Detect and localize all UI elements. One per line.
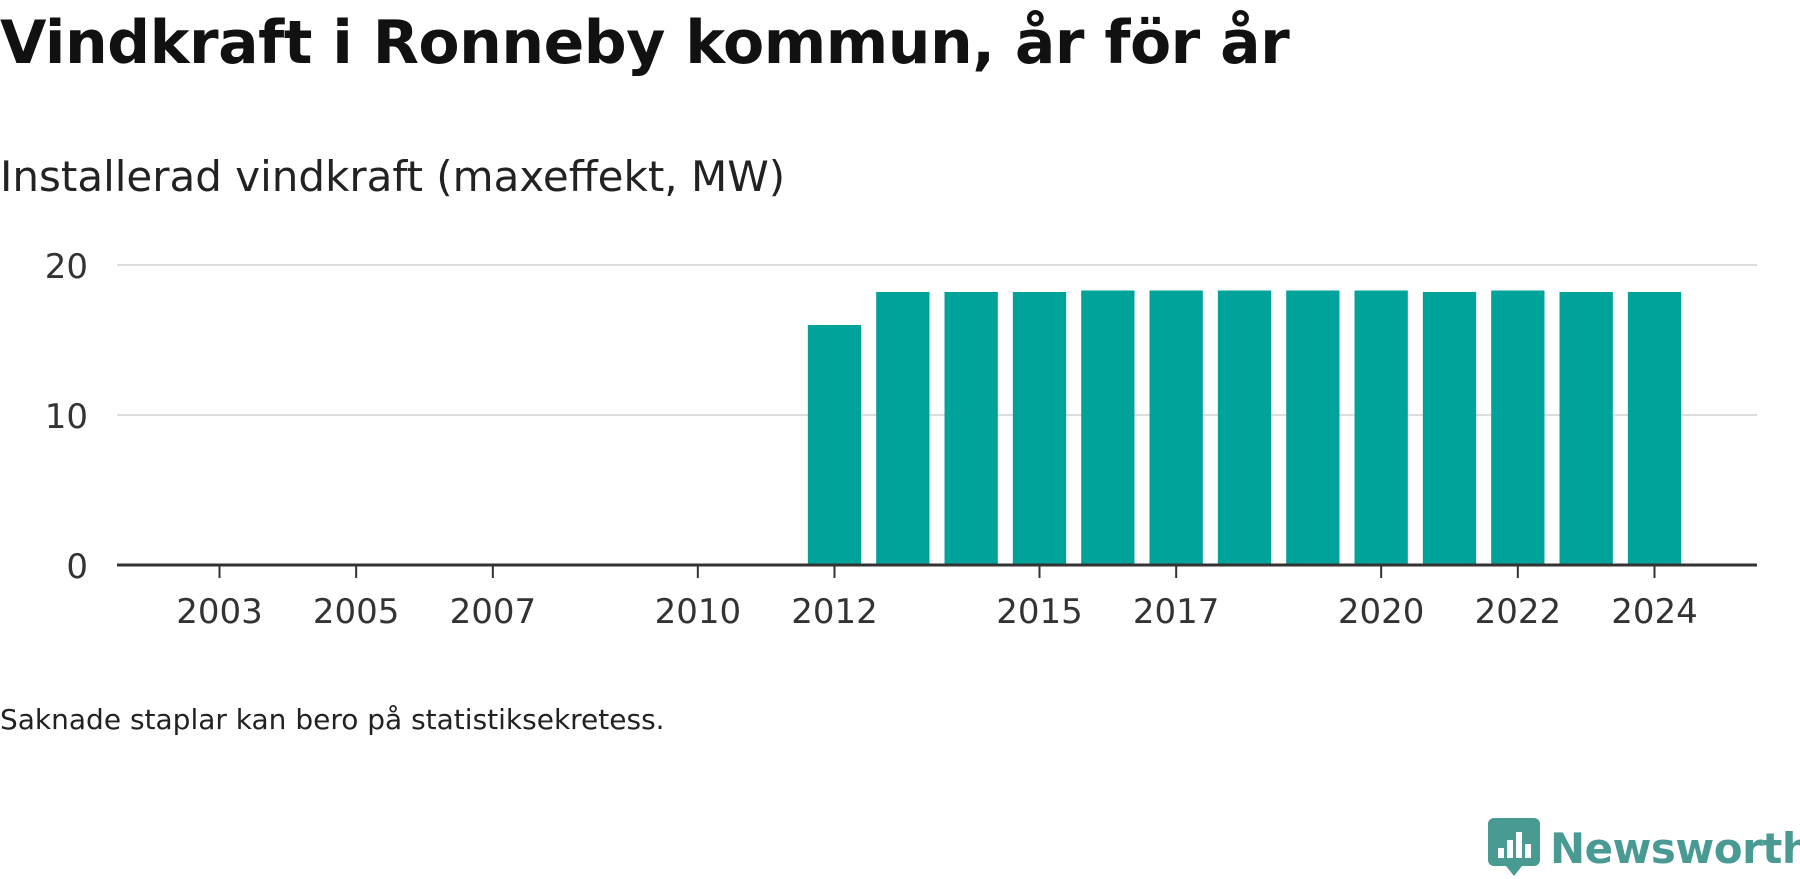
- bar-2012: [807, 325, 862, 565]
- x-tick-label: 2024: [1611, 592, 1698, 632]
- x-tick-label: 2010: [655, 592, 742, 632]
- chart-subtitle: Installerad vindkraft (maxeffekt, MW): [0, 152, 786, 201]
- bar-2014: [944, 292, 998, 565]
- y-tick-label: 0: [66, 547, 88, 587]
- bar-2018: [1217, 290, 1272, 565]
- chart-bubble-icon: [1488, 818, 1540, 876]
- brand-name: Newsworthy: [1550, 823, 1800, 873]
- x-tick-label: 2022: [1475, 592, 1562, 632]
- bar-2020: [1354, 290, 1408, 565]
- axes: [117, 563, 1757, 578]
- bar-2021: [1422, 292, 1477, 565]
- tick-labels: 0 10 20 2003 2005 2007 2010 2012 2015 2017 2020 202…: [45, 247, 1698, 632]
- bars: [807, 290, 1682, 565]
- x-tick-label: 2012: [791, 592, 878, 632]
- chart-title: Vindkraft i Ronneby kommun, år för år: [0, 8, 1290, 78]
- bar-2013: [876, 292, 930, 565]
- x-tick-label: 2020: [1338, 592, 1425, 632]
- bar-2024: [1627, 292, 1682, 565]
- x-tick-label: 2005: [313, 592, 400, 632]
- bar-2015: [1012, 292, 1067, 565]
- x-tick-label: 2015: [996, 592, 1083, 632]
- y-tick-label: 20: [45, 247, 88, 287]
- bar-2022: [1491, 290, 1545, 565]
- x-tick-label: 2017: [1133, 592, 1220, 632]
- bar-2023: [1559, 292, 1613, 565]
- footnote: Saknade staplar kan bero på statistiksek…: [0, 703, 665, 736]
- x-tick-label: 2007: [450, 592, 537, 632]
- bar-2019: [1286, 290, 1340, 565]
- gridlines: [117, 264, 1757, 416]
- newsworthy-logo: Newsworthy: [1488, 818, 1800, 878]
- x-tick-label: 2003: [176, 592, 263, 632]
- y-tick-label: 10: [45, 397, 88, 437]
- bar-2016: [1081, 290, 1135, 565]
- bar-2017: [1149, 290, 1203, 565]
- bar-chart: 0 10 20 2003 2005 2007 2010 2012 2015 2017 2020 202…: [45, 247, 1757, 632]
